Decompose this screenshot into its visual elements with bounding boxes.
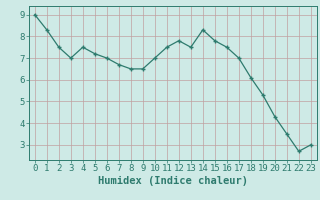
X-axis label: Humidex (Indice chaleur): Humidex (Indice chaleur) [98, 176, 248, 186]
